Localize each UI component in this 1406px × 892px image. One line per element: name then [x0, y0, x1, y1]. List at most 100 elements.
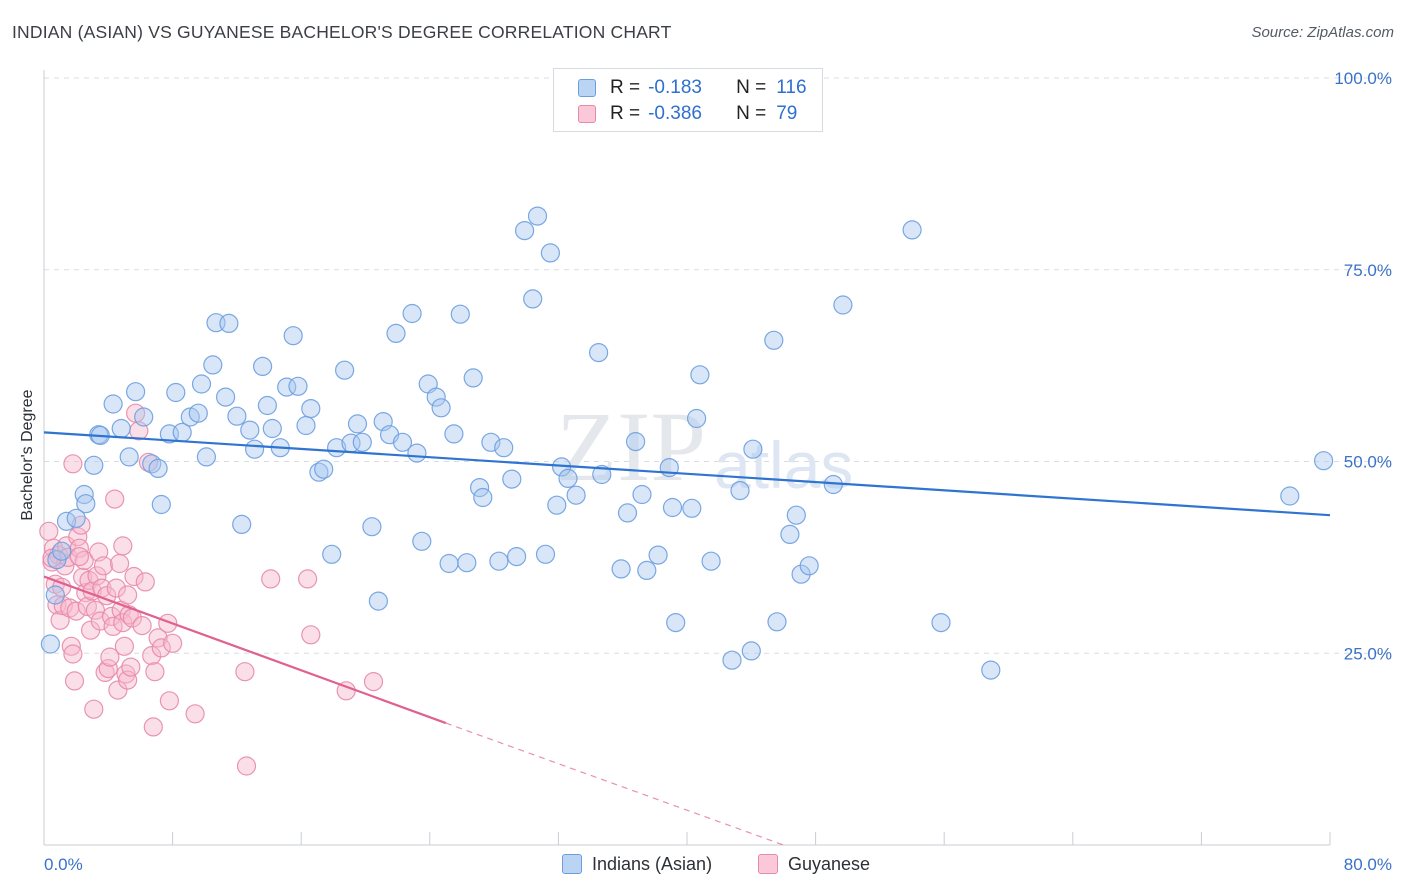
- guyanese-point: [87, 566, 107, 586]
- indians-asian-point: [392, 432, 413, 452]
- legend-row-guyanese: R = -0.386 N = 79: [578, 102, 797, 126]
- guyanese-point: [63, 644, 83, 664]
- indians-asian-point: [494, 438, 514, 458]
- indians-asian-point: [322, 544, 342, 564]
- guyanese-point: [63, 454, 83, 474]
- indians-asian-points: [40, 206, 1334, 680]
- guyanese-n-value: 79: [776, 103, 798, 124]
- guyanese-point: [132, 615, 152, 636]
- indians-asian-point: [902, 220, 922, 240]
- guyanese-point: [159, 691, 179, 711]
- indians-asian-point: [148, 458, 168, 478]
- y-tick-label: 25.0%: [1344, 644, 1392, 663]
- indians-asian-point: [527, 206, 548, 226]
- indians-asian-point: [617, 503, 638, 523]
- guyanese-point: [114, 636, 135, 656]
- r-label: R =: [610, 103, 641, 124]
- indians-asian-point: [463, 368, 483, 388]
- indians-asian-point: [637, 560, 657, 581]
- guyanese-point: [298, 569, 318, 589]
- indians-asian-point: [588, 343, 609, 363]
- indians-asian-point: [203, 355, 223, 375]
- r-label: R =: [610, 77, 641, 98]
- n-label: N =: [736, 103, 767, 124]
- indians-asian-point: [558, 468, 578, 488]
- guyanese-point: [103, 616, 123, 637]
- guyanese-point: [142, 645, 162, 666]
- indians-asian-point: [741, 641, 761, 661]
- x-tick-label-min: 0.0%: [44, 855, 83, 874]
- indians-asian-point: [743, 439, 763, 459]
- guyanese-point: [100, 647, 120, 667]
- indians-asian-point: [931, 612, 951, 633]
- guyanese-point: [301, 625, 321, 645]
- gridlines: [44, 77, 1392, 654]
- guyanese-point: [113, 612, 133, 633]
- guyanese-point: [69, 546, 90, 567]
- indians-asian-point: [407, 443, 427, 463]
- guyanese-point: [261, 569, 281, 589]
- y-tick-label: 50.0%: [1344, 453, 1392, 472]
- indians-asian-point: [76, 494, 96, 514]
- guyanese-swatch-icon: [578, 105, 596, 123]
- indians-asian-point: [412, 531, 432, 551]
- indians-asian-point: [84, 455, 104, 475]
- indians-asian-point: [335, 360, 355, 380]
- guyanese-point: [185, 704, 205, 724]
- guyanese-point: [93, 556, 114, 576]
- guyanese-point: [71, 515, 91, 535]
- indians-asian-point: [648, 545, 668, 565]
- indians-asian-point: [767, 612, 787, 632]
- stats-legend: R = -0.183 N = 116 R = -0.386 N = 79: [553, 68, 823, 132]
- guyanese-point: [363, 671, 384, 692]
- guyanese-point: [90, 611, 110, 631]
- indians-asian-point: [592, 464, 612, 485]
- indians-asian-point: [439, 553, 459, 574]
- indians-asian-point: [686, 408, 707, 429]
- indians-asian-point: [288, 376, 308, 396]
- watermark: ZIP atlas: [556, 391, 853, 502]
- indians-asian-point: [547, 495, 567, 515]
- y-axis-label: Bachelor's Degree: [19, 389, 36, 521]
- guyanese-point: [121, 657, 141, 677]
- guyanese-legend-swatch-icon: [758, 854, 778, 874]
- indians-legend-swatch-icon: [562, 854, 582, 874]
- indians-asian-point: [368, 591, 388, 611]
- indians-asian-point: [253, 356, 273, 376]
- indians-asian-point: [632, 484, 652, 505]
- indians-asian-point: [523, 289, 543, 309]
- indians-asian-point: [166, 382, 186, 403]
- indians-trend-line: [43, 431, 1331, 517]
- indians-asian-point: [191, 374, 212, 394]
- indians-asian-point: [540, 243, 561, 263]
- indians-asian-point: [402, 303, 422, 324]
- indians-asian-point: [833, 295, 853, 315]
- legend-row-indians: R = -0.183 N = 116: [578, 76, 807, 100]
- indians-r-value: -0.183: [648, 77, 702, 98]
- y-tick-label: 75.0%: [1344, 261, 1392, 280]
- indians-asian-point: [257, 395, 277, 416]
- indians-asian-point: [666, 612, 686, 633]
- indians-asian-point: [444, 424, 464, 444]
- indians-asian-point: [682, 498, 702, 518]
- indians-asian-point: [196, 447, 216, 467]
- source-credit: Source: ZipAtlas.com: [1251, 24, 1394, 41]
- guyanese-point: [61, 636, 81, 656]
- indians-asian-point: [514, 221, 535, 241]
- indians-asian-point: [352, 432, 372, 452]
- y-tick-labels: 25.0% 50.0% 75.0% 100.0%: [1334, 69, 1392, 663]
- indians-asian-point: [1280, 486, 1300, 506]
- guyanese-point: [138, 452, 159, 472]
- indians-asian-point: [457, 553, 477, 573]
- indians-asian-point: [45, 585, 65, 605]
- bottom-legend-guyanese[interactable]: Guyanese: [758, 852, 870, 876]
- indians-asian-point: [119, 447, 139, 467]
- indians-asian-point: [611, 559, 631, 579]
- indians-asian-point: [473, 487, 493, 508]
- guyanese-point: [106, 578, 126, 598]
- bottom-legend-indians[interactable]: Indians (Asian): [562, 852, 712, 876]
- indians-asian-point: [245, 439, 265, 459]
- indians-asian-point: [66, 508, 86, 528]
- indians-asian-point: [764, 330, 784, 350]
- guyanese-trend-extension: [445, 722, 784, 846]
